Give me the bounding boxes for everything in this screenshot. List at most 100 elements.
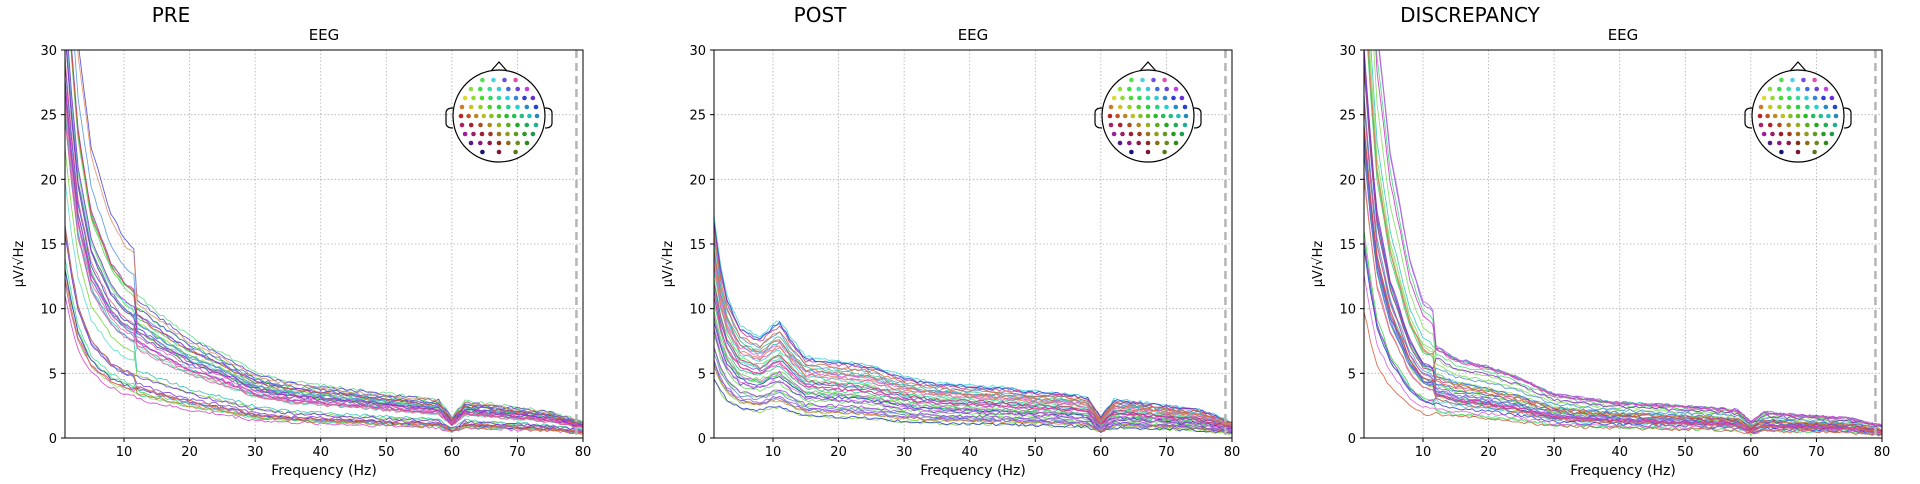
y-tick-label: 10 [1339, 303, 1356, 318]
sensor-dot [466, 113, 471, 119]
sensor-dot [1120, 131, 1125, 137]
y-tick-label: 5 [1348, 367, 1356, 382]
sensor-dot [468, 86, 474, 92]
sensor-dot [1833, 113, 1839, 119]
sensor-dot [1780, 113, 1786, 119]
x-tick-label: 30 [247, 445, 264, 460]
psd-series-line [66, 50, 583, 423]
head-right-ear [1843, 107, 1852, 129]
psd-series-line [1369, 50, 1882, 431]
sensor-dot [1814, 122, 1819, 128]
sensor-dot [524, 86, 530, 92]
psd-series-line [1368, 50, 1882, 432]
sensor-dot [1128, 131, 1134, 137]
sensor-dot [1162, 131, 1168, 137]
sensor-dot [1136, 122, 1141, 128]
sensor-dot [515, 140, 520, 146]
y-tick-label: 15 [689, 238, 706, 253]
sensor-dot [1127, 140, 1132, 146]
sensor-dot [530, 95, 536, 101]
psd-series-line [714, 215, 1232, 424]
sensor-dot [471, 95, 476, 101]
panel-title: DISCREPANCY [1400, 3, 1541, 27]
psd-series-line [714, 354, 1232, 434]
panel-title: POST [794, 3, 847, 27]
spectra-lines [714, 215, 1232, 436]
y-tick-label: 0 [698, 432, 706, 447]
sensor-dot [1767, 140, 1773, 146]
sensor-dot [1128, 95, 1134, 101]
sensor-dot [478, 104, 483, 110]
x-tick-label: 70 [1808, 445, 1825, 460]
sensor-dot [1173, 86, 1179, 92]
psd-series-line [714, 233, 1232, 424]
sensor-dot [1795, 131, 1801, 137]
head-nose [490, 61, 508, 72]
sensor-dot [513, 95, 519, 101]
sensor-dot [1795, 113, 1801, 119]
sensor-dot [1804, 95, 1809, 101]
sensor-dot [1107, 113, 1113, 119]
sensor-dot [468, 140, 474, 146]
psd-series-line [71, 50, 583, 426]
psd-series-line [714, 264, 1232, 428]
sensor-dot [1137, 131, 1142, 137]
sensor-dot [506, 104, 511, 110]
psd-series-line [1368, 50, 1882, 427]
y-tick-label: 20 [1339, 173, 1356, 188]
sensor-dot [459, 122, 465, 128]
psd-series-line [74, 50, 583, 426]
x-tick-label: 50 [1677, 445, 1694, 460]
head-nose [1139, 61, 1157, 72]
sensor-dot [1772, 113, 1778, 119]
head-left-ear [1094, 107, 1103, 129]
sensor-dot [1787, 131, 1792, 137]
sensor-dot [513, 131, 519, 137]
sensor-dot [1173, 104, 1179, 110]
y-tick-label: 30 [689, 44, 706, 59]
sensor-dot [1777, 86, 1782, 92]
sensor-dot [522, 95, 527, 101]
sensor-dot [1108, 122, 1114, 128]
sensor-dot [515, 86, 520, 92]
sensor-dot [1145, 104, 1151, 110]
sensor-dot [479, 95, 485, 101]
sensor-dot [1183, 113, 1189, 119]
sensor-dot [496, 104, 502, 110]
sensor-dot [1758, 122, 1764, 128]
sensor-dot [1136, 86, 1141, 92]
sensor-dot [488, 131, 493, 137]
x-tick-label: 40 [312, 445, 329, 460]
sensor-dot [1182, 104, 1188, 110]
sensor-dot [1140, 77, 1145, 83]
sensor-dot [1812, 131, 1818, 137]
psd-series-line [714, 252, 1232, 425]
psd-series-line [65, 117, 583, 425]
sensor-dot [487, 86, 493, 92]
sensor-dot [1129, 149, 1134, 155]
x-tick-label: 20 [1480, 445, 1497, 460]
psd-series-line [1364, 274, 1882, 435]
sensor-dot [1821, 131, 1826, 137]
sensor-dot [1821, 95, 1826, 101]
sensor-dot [1179, 95, 1185, 101]
psd-series-line [1368, 50, 1882, 431]
sensor-dot [1795, 149, 1801, 155]
psd-series-line [65, 295, 583, 435]
x-tick-label: 70 [509, 445, 526, 460]
sensor-dot [1812, 95, 1818, 101]
sensor-dot [1145, 122, 1151, 128]
sensor-dot [524, 122, 530, 128]
psd-series-line [1364, 311, 1882, 437]
psd-series-line [714, 265, 1232, 427]
x-axis-label: Frequency (Hz) [920, 463, 1026, 479]
sensor-dot [459, 104, 465, 110]
sensor-dot [1801, 77, 1806, 83]
sensor-dot [462, 95, 468, 101]
y-tick-label: 20 [40, 173, 57, 188]
x-tick-label: 50 [1027, 445, 1044, 460]
psd-series-line [1368, 50, 1882, 427]
psd-series-line [65, 50, 583, 427]
x-tick-label: 50 [378, 445, 395, 460]
sensor-dot [1795, 104, 1801, 110]
